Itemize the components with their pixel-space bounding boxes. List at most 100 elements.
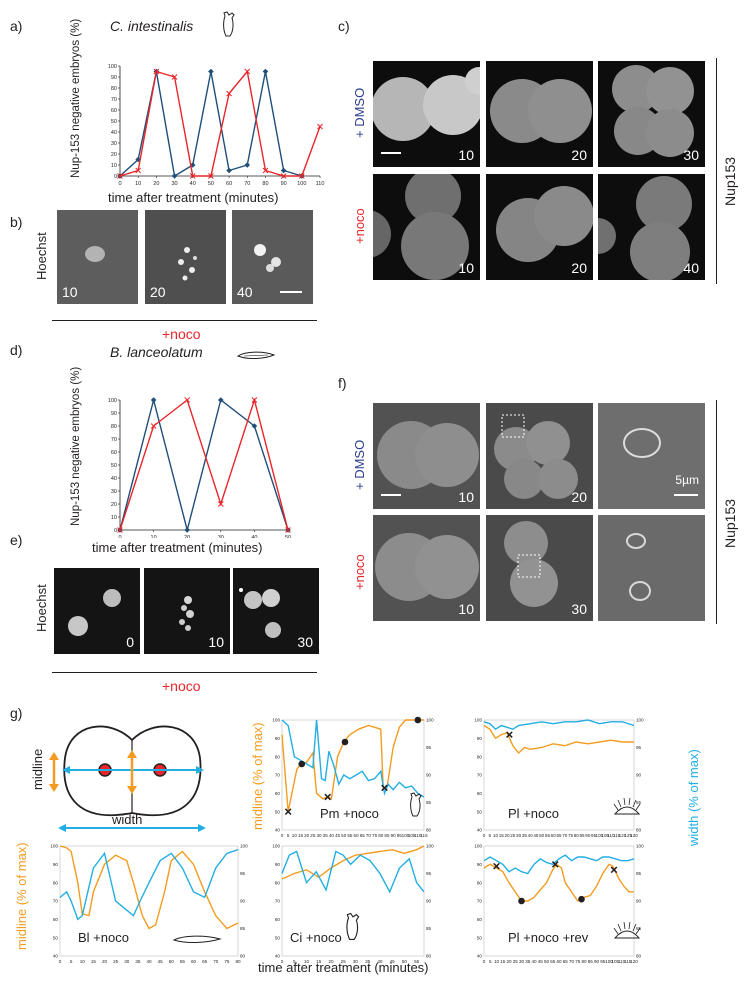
x-tick-label: 70 xyxy=(213,959,219,964)
data-point xyxy=(117,527,123,533)
x-tick-label: 90 xyxy=(391,833,397,838)
data-point xyxy=(208,173,214,179)
event-x xyxy=(324,793,332,801)
x-tick-label: 75 xyxy=(575,959,581,964)
y2-tick-label: 95 xyxy=(426,871,432,876)
panel-b-frame-2-time: 20 xyxy=(150,284,166,300)
x-tick-label: 5 xyxy=(287,833,290,838)
x-tick-label: 20 xyxy=(506,959,512,964)
panel-e-frame-2: 10 xyxy=(144,568,230,654)
x-tick-label: 45 xyxy=(390,959,396,964)
x-tick-label: 30 xyxy=(316,833,322,838)
panel-f-r1-frame-2: 20 xyxy=(486,403,593,509)
event-x xyxy=(551,861,559,868)
x-tick-label: 80 xyxy=(262,181,268,187)
x-tick-label: 110 xyxy=(414,833,422,838)
x-tick-label: 30 xyxy=(516,833,522,838)
y-tick-label: 50 xyxy=(53,935,59,940)
y-tick-label: 90 xyxy=(477,862,483,867)
chart-g-plrev: 0 5 10 15 20 25 30 35 40 45 50 55 60 65 70 75 80 85 90 95 10… xyxy=(474,844,644,964)
x-tick-label: 100 xyxy=(297,181,306,187)
y2-tick-label: 85 xyxy=(426,926,432,931)
x-tick-label: 65 xyxy=(202,959,208,964)
x-tick-label: 75 xyxy=(372,833,378,838)
x-tick-label: 105 xyxy=(408,833,416,838)
x-tick-label: 35 xyxy=(522,833,528,838)
data-point xyxy=(218,397,224,403)
x-tick-label: 50 xyxy=(169,959,175,964)
y-tick-label: 90 xyxy=(477,736,483,741)
x-tick-label: 30 xyxy=(519,959,525,964)
x-tick-label: 65 xyxy=(563,959,569,964)
g-xlabel: time after treatment (minutes) xyxy=(258,960,429,975)
panel-e-frame-2-time: 10 xyxy=(208,634,224,650)
y-tick-label: 100 xyxy=(474,718,482,723)
y2-tick-label: 85 xyxy=(240,926,246,931)
panel-label-f: f) xyxy=(338,375,347,391)
x-tick-label: 10 xyxy=(151,535,157,538)
x-tick-label: 15 xyxy=(91,959,97,964)
panel-f-r2-frame-3 xyxy=(598,515,705,621)
x-tick-label: 30 xyxy=(124,959,130,964)
y2-tick-label: 100 xyxy=(426,718,434,723)
y-tick-label: 70 xyxy=(111,437,117,443)
x-tick-label: 30 xyxy=(353,959,359,964)
x-tick-label: 100 xyxy=(596,833,604,838)
x-tick-label: 0 xyxy=(281,833,284,838)
y2-tick-label: 85 xyxy=(426,800,432,805)
x-tick-label: 75 xyxy=(568,833,574,838)
g-ylabel-right: width (% of max) xyxy=(686,749,701,846)
x-tick-label: 20 xyxy=(153,181,159,187)
y2-tick-label: 90 xyxy=(426,899,432,904)
series-line-1 xyxy=(281,850,425,894)
y2-tick-label: 95 xyxy=(636,871,642,876)
y2-tick-label: 85 xyxy=(636,800,642,805)
y-tick-label: 50 xyxy=(275,809,281,814)
plot-frame xyxy=(59,845,239,957)
g-pm-label: Pm +noco xyxy=(320,806,379,821)
data-point xyxy=(208,68,214,75)
x-tick-label: 100 xyxy=(605,959,613,964)
y2-tick-label: 95 xyxy=(240,871,246,876)
panel-label-c: c) xyxy=(338,18,350,34)
data-point xyxy=(226,90,232,97)
x-tick-label: 45 xyxy=(533,833,539,838)
panel-e-frame-1: 0 xyxy=(54,568,140,654)
y-tick-label: 50 xyxy=(111,119,117,125)
x-tick-label: 15 xyxy=(499,833,505,838)
panel-f-r1-frame-1-time: 10 xyxy=(458,489,474,505)
panel-b-frame-1: 10 xyxy=(57,210,138,304)
data-point xyxy=(262,68,269,75)
g-ci-label: Ci +noco xyxy=(290,930,342,945)
x-tick-label: 20 xyxy=(505,833,511,838)
y-tick-label: 50 xyxy=(477,809,483,814)
y-tick-label: 0 xyxy=(114,528,117,534)
panel-c-r1-frame-1-time: 10 xyxy=(458,147,474,163)
x-tick-label: 125 xyxy=(624,833,632,838)
y2-tick-label: 100 xyxy=(636,844,644,849)
series-line-1 xyxy=(483,719,635,731)
x-tick-label: 55 xyxy=(347,833,353,838)
x-tick-label: 75 xyxy=(224,959,230,964)
y-tick-label: 90 xyxy=(111,75,117,81)
panel-label-b: b) xyxy=(10,214,23,230)
panel-label-d: d) xyxy=(10,342,23,358)
panel-f-r2-frame-2-time: 30 xyxy=(571,601,587,617)
event-x xyxy=(284,808,292,815)
x-tick-label: 10 xyxy=(304,959,310,964)
panel-c-side-label: Nup153 xyxy=(722,156,738,206)
x-tick-label: 25 xyxy=(310,833,316,838)
x-tick-label: 35 xyxy=(525,959,531,964)
diagram-width-label: width xyxy=(112,812,143,827)
y2-tick-label: 90 xyxy=(240,899,246,904)
x-tick-label: 5 xyxy=(293,959,296,964)
event-x xyxy=(381,784,388,792)
x-tick-label: 120 xyxy=(619,833,627,838)
data-point xyxy=(153,68,160,75)
y-tick-label: 90 xyxy=(53,862,59,867)
y-tick-label: 30 xyxy=(111,141,117,147)
x-tick-label: 5 xyxy=(489,959,492,964)
plot-frame xyxy=(483,719,635,831)
y-tick-label: 40 xyxy=(477,828,483,833)
panel-f-row1-label: + DMSO xyxy=(352,439,367,490)
